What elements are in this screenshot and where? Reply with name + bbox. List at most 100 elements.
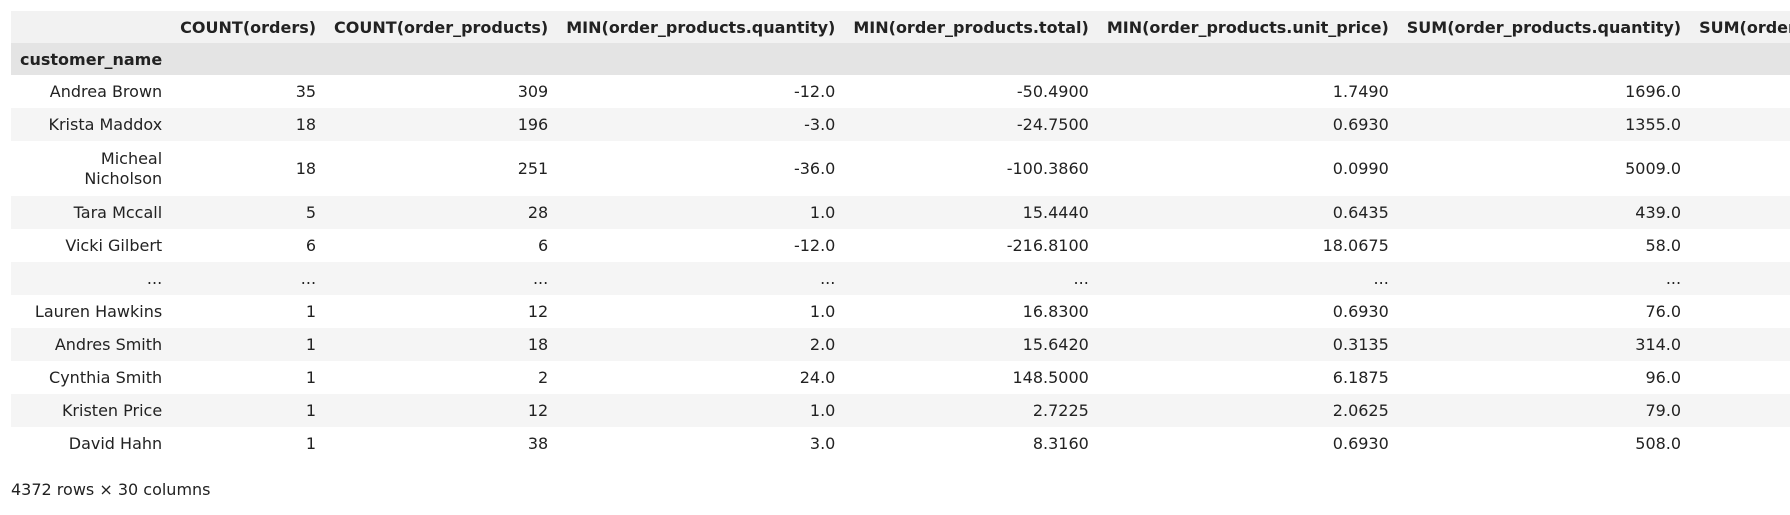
cell: 1 — [305, 335, 317, 354]
cell: -3.0 — [804, 115, 836, 134]
cell: 0.6930 — [1332, 302, 1389, 321]
cell: 439.0 — [1635, 203, 1682, 222]
cell: 324.8 — [1690, 295, 1790, 328]
cell: 15.4440 — [1022, 203, 1089, 222]
cell: 5 — [305, 203, 317, 222]
blank-cell — [325, 43, 557, 75]
cell: 6 — [305, 236, 317, 255]
cell: 2 — [538, 368, 549, 387]
cell: 5080.5 — [1690, 108, 1790, 141]
blank-cell — [1398, 43, 1690, 75]
cell: ... — [1373, 269, 1389, 288]
cell: 314.0 — [1635, 335, 1682, 354]
cell: 3.0 — [809, 434, 836, 453]
cell: 1400.1 — [1690, 427, 1790, 460]
data-row: David Hahn 1 38 3.0 8.3160 0.6930 508.0 1400.1 — [11, 427, 1790, 460]
cell: 18.0675 — [1322, 236, 1389, 255]
cell: 5009.0 — [1625, 159, 1682, 178]
data-row: Lauren Hawkins 1 12 1.0 16.8300 0.6930 76.0 324… — [11, 295, 1790, 328]
cell: 375.1 — [1690, 394, 1790, 427]
cell: 566.7 — [1690, 328, 1790, 361]
data-row: Cynthia Smith 1 2 24.0 148.5000 6.1875 96.0 594… — [11, 361, 1790, 394]
row-index: Andres Smith — [54, 334, 163, 354]
column-header: MIN(order_products.quantity) — [566, 17, 836, 37]
cell: 35 — [295, 82, 317, 101]
row-index: David Hahn — [68, 433, 163, 453]
cell: ... — [300, 269, 317, 288]
row-index: ... — [146, 268, 163, 288]
blank-cell — [844, 43, 1097, 75]
cell: ... — [1073, 269, 1089, 288]
cell: 0.6930 — [1332, 434, 1389, 453]
cell: 1.0 — [809, 302, 836, 321]
cell: 11859.1 — [1690, 141, 1790, 196]
cell: 0.6930 — [1332, 115, 1389, 134]
cell: 0.3135 — [1332, 335, 1389, 354]
cell: 148.5000 — [1012, 368, 1089, 387]
header-row: COUNT(orders) COUNT(order_products) MIN(or… — [11, 11, 1790, 43]
blank-cell — [557, 43, 844, 75]
column-header: SUM(order_products.to — [1699, 17, 1790, 37]
cell: 15.6420 — [1022, 335, 1089, 354]
cell: 508.0 — [1635, 434, 1682, 453]
cell: -24.7500 — [1016, 115, 1089, 134]
corner-cell — [11, 11, 171, 43]
cell: 24.0 — [799, 368, 836, 387]
cell: -50.4900 — [1016, 82, 1089, 101]
row-index: Kristen Price — [61, 400, 163, 420]
blank-cell — [1098, 43, 1398, 75]
column-header: SUM(order_products.quantity) — [1406, 17, 1682, 37]
data-row: Krista Maddox 18 196 -3.0 -24.7500 0.6930 1355… — [11, 108, 1790, 141]
cell — [1690, 262, 1790, 295]
table-head: COUNT(orders) COUNT(order_products) MIN(or… — [11, 11, 1790, 75]
cell: 196 — [517, 115, 549, 134]
data-row: Andres Smith 1 18 2.0 15.6420 0.3135 314.0 566.… — [11, 328, 1790, 361]
cell: -216.8100 — [1006, 236, 1089, 255]
blank-cell — [171, 43, 325, 75]
cell: 6 — [538, 236, 549, 255]
cell: -100.3860 — [1006, 159, 1089, 178]
cell: 8.3160 — [1032, 434, 1089, 453]
cell: 1564.6 — [1690, 196, 1790, 229]
column-header: MIN(order_products.unit_price) — [1106, 17, 1389, 37]
cell: 1.0 — [809, 203, 836, 222]
cell: 0.6435 — [1332, 203, 1389, 222]
cell: 1 — [305, 302, 317, 321]
cell: 251 — [517, 159, 549, 178]
cell: -12.0 — [793, 236, 836, 255]
cell: ... — [820, 269, 836, 288]
cell: 1355.0 — [1625, 115, 1682, 134]
blank-cell — [1690, 43, 1790, 75]
cell: 1.7490 — [1332, 82, 1389, 101]
dataframe: COUNT(orders) COUNT(order_products) MIN(or… — [11, 11, 1790, 460]
table-body: Andrea Brown 35 309 -12.0 -50.4900 1.7490 1696… — [11, 75, 1790, 460]
cell: 1.0 — [809, 401, 836, 420]
data-row: Kristen Price 1 12 1.0 2.7225 2.0625 79.0 375.1 — [11, 394, 1790, 427]
cell: 309 — [517, 82, 549, 101]
cell: 0.0990 — [1332, 159, 1389, 178]
cell: 18 — [527, 335, 549, 354]
data-row: Micheal Nicholson 18 251 -36.0 -100.3860 0.09… — [11, 141, 1790, 196]
cell: 2.7225 — [1032, 401, 1089, 420]
cell: -36.0 — [793, 159, 836, 178]
cell: 79.0 — [1645, 401, 1682, 420]
cell: 1047.9 — [1690, 229, 1790, 262]
cell: 1 — [305, 401, 317, 420]
cell: 1696.0 — [1625, 82, 1682, 101]
table: COUNT(orders) COUNT(order_products) MIN(or… — [11, 11, 1790, 460]
row-index: Lauren Hawkins — [34, 301, 163, 321]
cell: 58.0 — [1645, 236, 1682, 255]
row-index: Micheal Nicholson — [84, 148, 163, 188]
row-index: Vicki Gilbert — [65, 235, 163, 255]
row-index: Andrea Brown — [49, 81, 163, 101]
cell: 6.1875 — [1332, 368, 1389, 387]
cell: 1 — [305, 368, 317, 387]
column-header: COUNT(order_products) — [334, 17, 549, 37]
cell: ... — [1665, 269, 1682, 288]
cell: 76.0 — [1645, 302, 1682, 321]
shape-info: 4372 rows × 30 columns — [11, 480, 211, 499]
cell: 12 — [527, 401, 549, 420]
data-row: Andrea Brown 35 309 -12.0 -50.4900 1.7490 1696… — [11, 75, 1790, 108]
column-header: MIN(order_products.total) — [853, 17, 1089, 37]
